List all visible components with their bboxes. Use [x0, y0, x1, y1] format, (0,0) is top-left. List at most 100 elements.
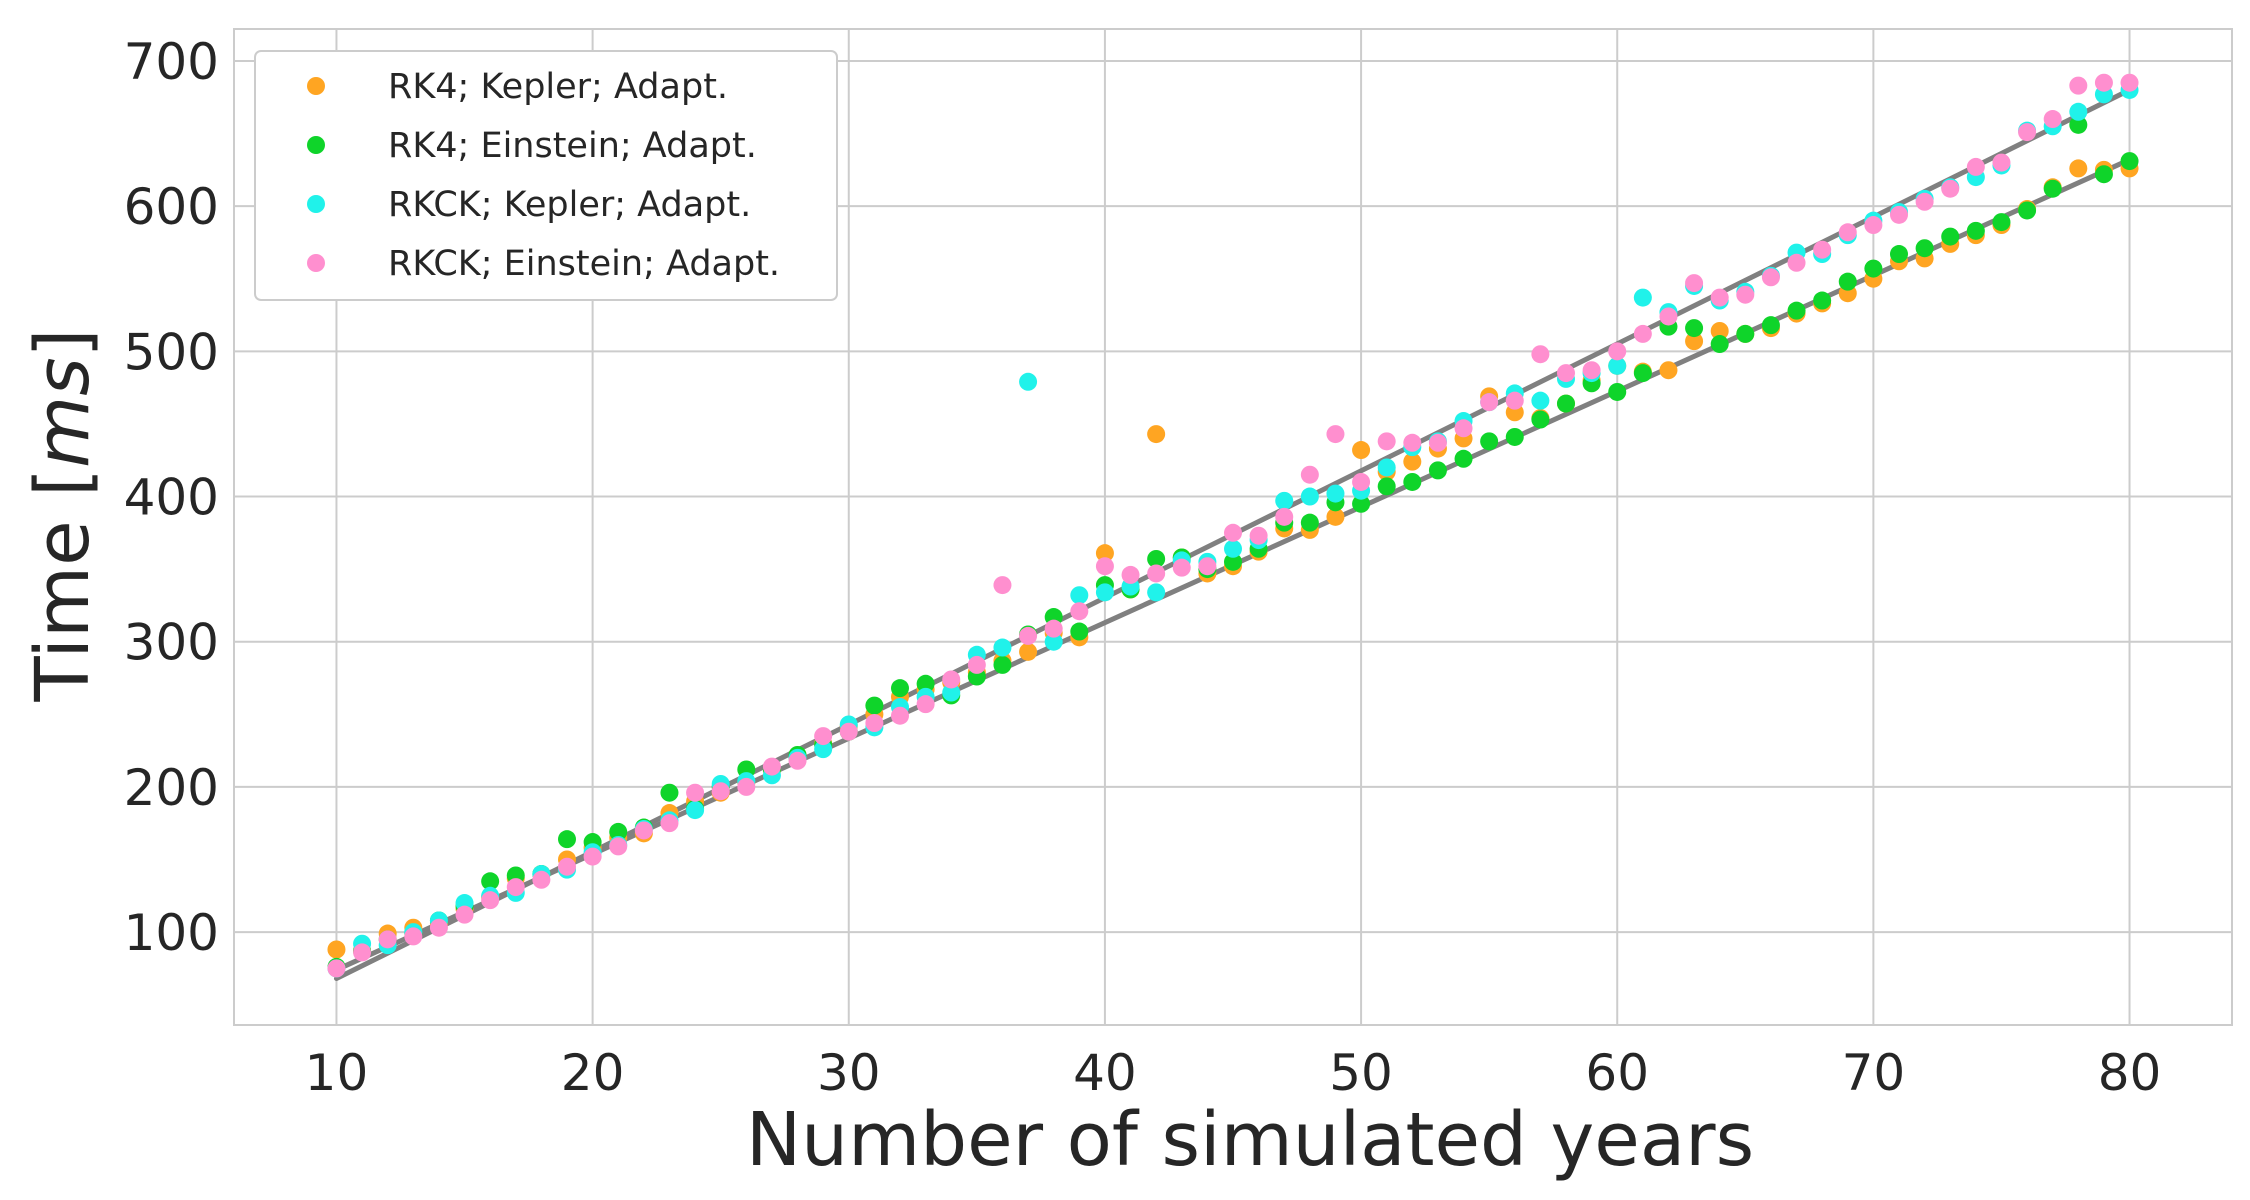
data-point [1070, 602, 1089, 621]
data-point [737, 777, 756, 796]
data-point [2094, 73, 2113, 92]
data-point [404, 927, 423, 946]
data-point [2018, 123, 2037, 142]
data-point [1198, 557, 1217, 576]
data-point [1608, 382, 1627, 401]
grid [234, 29, 2232, 1025]
data-point [916, 674, 935, 693]
data-point [1480, 393, 1499, 412]
data-point [1070, 622, 1089, 641]
data-point [865, 714, 884, 733]
data-point [609, 837, 628, 856]
data-point [1326, 425, 1345, 444]
data-point [916, 695, 935, 714]
data-point [1608, 342, 1627, 361]
data-point [1300, 465, 1319, 484]
data-point [891, 679, 909, 698]
data-point [1787, 253, 1806, 272]
data-point [1838, 272, 1857, 291]
data-point [839, 722, 858, 741]
data-point [1633, 324, 1652, 343]
data-point [1992, 153, 2011, 172]
data-point [429, 918, 448, 937]
data-point [1685, 319, 1704, 338]
y-tick-label: 300 [124, 614, 219, 672]
data-point [1761, 316, 1780, 335]
data-point [1403, 452, 1422, 471]
data-point [558, 830, 576, 849]
data-point [1326, 507, 1345, 526]
data-point [1095, 557, 1114, 576]
data-point [1941, 227, 1960, 246]
data-point [660, 783, 679, 802]
y-tick-label: 600 [124, 178, 219, 236]
data-point [1710, 335, 1729, 354]
data-point [1428, 433, 1447, 452]
data-point [1659, 307, 1678, 326]
data-point [1249, 526, 1268, 545]
data-point [993, 576, 1012, 595]
data-point [1352, 472, 1371, 491]
data-point [1019, 372, 1038, 391]
x-tick-label: 40 [1073, 1044, 1137, 1102]
x-tick-labels: 10 20 30 40 50 60 70 80 [305, 1044, 2162, 1102]
data-point [1787, 301, 1806, 320]
data-point [1403, 472, 1422, 491]
data-point [1633, 364, 1652, 383]
data-point [1966, 221, 1985, 240]
data-point [1403, 433, 1422, 452]
data-point [865, 696, 884, 715]
data-point [711, 782, 730, 801]
data-point [1557, 394, 1575, 413]
data-point [762, 757, 781, 776]
legend-label: RK4; Einstein; Adapt. [388, 126, 757, 166]
data-point [1300, 513, 1319, 532]
data-point [378, 930, 397, 949]
data-point [2069, 102, 2088, 121]
data-point [1685, 274, 1704, 293]
legend-marker [307, 254, 325, 272]
data-point [814, 727, 833, 746]
data-point [1531, 391, 1550, 410]
data-point [1019, 626, 1038, 645]
data-point [1147, 583, 1166, 602]
data-point [814, 740, 833, 759]
data-point [1377, 458, 1396, 477]
data-point [1275, 507, 1294, 526]
data-point [2043, 110, 2062, 129]
y-tick-label: 400 [124, 469, 219, 527]
data-point [1915, 192, 1934, 211]
data-point [1685, 332, 1704, 351]
data-point [1019, 642, 1038, 661]
data-point [1044, 619, 1063, 638]
data-point [1736, 324, 1755, 343]
data-point [1352, 441, 1371, 460]
data-point [1915, 239, 1934, 258]
data-point [1890, 245, 1908, 264]
x-axis-title: Number of simulated years [746, 1097, 1754, 1183]
x-tick-label: 10 [305, 1044, 369, 1102]
legend-marker [307, 195, 325, 213]
data-point [1633, 288, 1652, 307]
x-tick-label: 50 [1329, 1044, 1393, 1102]
data-point [481, 872, 500, 891]
data-point [660, 814, 679, 833]
y-tick-label: 200 [124, 759, 219, 817]
data-point [327, 940, 346, 959]
y-tick-labels: 100 200 300 400 500 600 700 [124, 33, 219, 962]
data-point [1121, 565, 1140, 584]
data-point [1147, 549, 1166, 568]
x-tick-label: 20 [561, 1044, 625, 1102]
data-point [686, 801, 705, 820]
data-point [2120, 152, 2139, 171]
data-point [1480, 432, 1499, 451]
data-point [2120, 73, 2139, 92]
data-point [634, 821, 653, 840]
data-point [2018, 201, 2037, 220]
data-point [1531, 345, 1550, 364]
data-point [1326, 484, 1345, 503]
data-point [1890, 205, 1908, 224]
data-point [1095, 544, 1114, 563]
data-point [1224, 552, 1242, 571]
data-point [993, 655, 1012, 674]
